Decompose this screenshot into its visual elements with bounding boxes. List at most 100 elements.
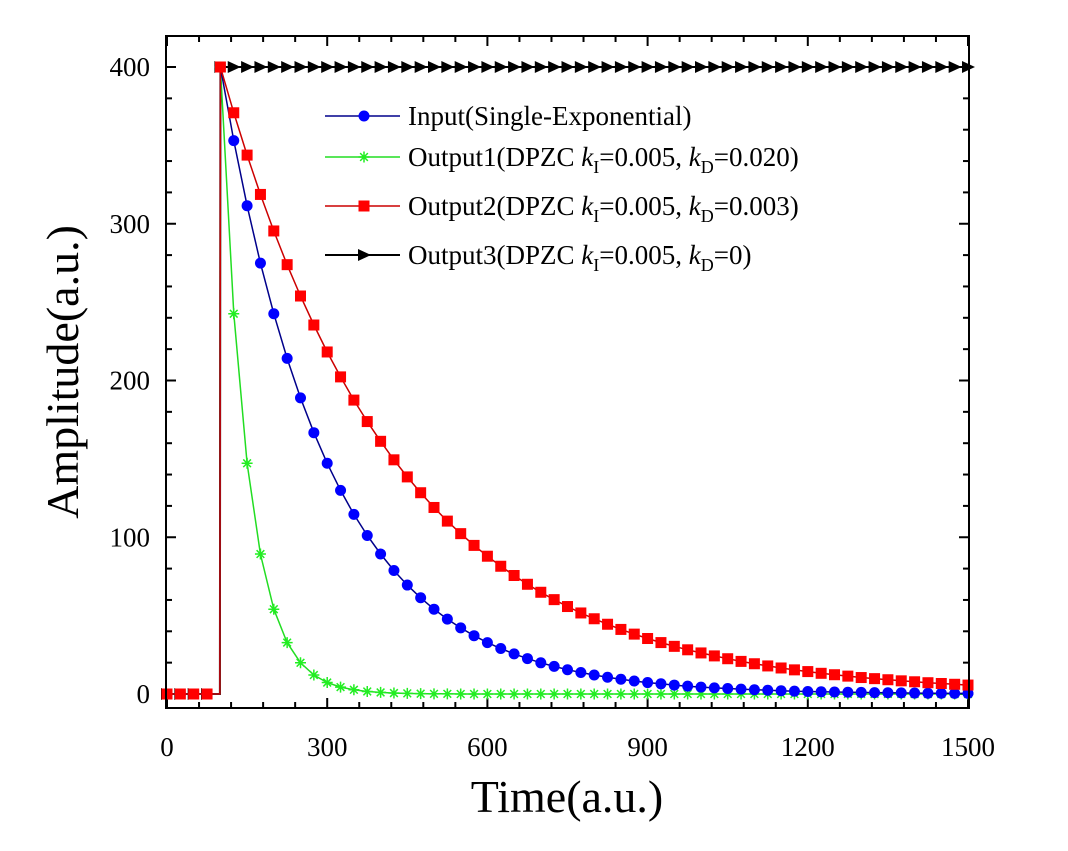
marker-triangle — [428, 61, 441, 73]
marker-square — [535, 586, 547, 598]
legend-k: k — [689, 191, 702, 221]
marker-square — [441, 515, 453, 527]
marker-star — [575, 688, 587, 700]
marker-circle — [762, 684, 774, 696]
marker-square — [455, 528, 467, 540]
legend-label: Input(Single-Exponential) — [408, 101, 691, 131]
marker-circle — [588, 669, 600, 681]
legend-text-part: =0) — [714, 240, 752, 270]
legend-item: Output2(DPZC kI=0.005, kD=0.003) — [325, 191, 799, 226]
marker-star — [535, 688, 547, 700]
marker-circle — [922, 687, 934, 699]
marker-square — [428, 501, 440, 513]
marker-circle — [802, 685, 814, 697]
marker-circle — [602, 671, 614, 683]
marker-triangle — [735, 61, 749, 73]
marker-square — [348, 394, 360, 406]
marker-circle — [775, 685, 787, 697]
marker-triangle — [681, 61, 695, 73]
legend-subscript: I — [593, 206, 599, 226]
marker-triangle — [254, 61, 268, 73]
marker-star — [358, 151, 370, 163]
marker-triangle — [948, 61, 962, 73]
marker-circle — [241, 200, 253, 212]
marker-circle — [228, 135, 240, 147]
marker-square — [895, 675, 907, 687]
marker-circle — [628, 675, 640, 687]
marker-triangle — [935, 61, 949, 73]
marker-star — [428, 688, 440, 700]
marker-square — [708, 650, 720, 662]
marker-triangle — [374, 61, 388, 73]
legend-label: Output1(DPZC kI=0.005, kD=0.020) — [408, 142, 799, 177]
marker-triangle — [775, 61, 789, 73]
marker-circle — [815, 686, 827, 698]
x-axis-title: Time(a.u.) — [471, 771, 664, 822]
marker-circle — [722, 683, 734, 695]
marker-square — [214, 61, 226, 73]
marker-circle — [308, 427, 320, 439]
marker-triangle — [481, 61, 495, 73]
marker-square — [615, 623, 627, 635]
marker-triangle — [695, 61, 708, 73]
marker-square — [358, 200, 370, 212]
legend-subscript: I — [593, 157, 599, 177]
marker-square — [228, 107, 240, 119]
legend-item: Output3(DPZC kI=0.005, kD=0) — [325, 240, 751, 275]
marker-square — [922, 677, 934, 689]
marker-square — [882, 674, 894, 686]
marker-triangle — [761, 61, 775, 73]
marker-circle — [935, 687, 947, 699]
marker-square — [174, 688, 186, 700]
marker-triangle — [508, 61, 522, 73]
marker-circle — [388, 564, 400, 576]
marker-circle — [508, 648, 520, 660]
marker-star — [375, 686, 387, 698]
marker-triangle — [307, 61, 321, 73]
legend-text-part: =0.005, — [599, 142, 688, 172]
marker-circle — [455, 622, 467, 634]
legend-k: k — [689, 240, 702, 270]
marker-star — [682, 688, 694, 700]
series-output3 — [161, 61, 975, 700]
series-layer — [161, 61, 975, 700]
marker-triangle — [855, 61, 869, 73]
marker-triangle — [908, 61, 922, 73]
marker-square — [562, 601, 573, 613]
marker-square — [268, 225, 280, 237]
marker-square — [775, 662, 787, 674]
legend-text-part: =0.003) — [714, 191, 799, 221]
legend-text-part: =0.020) — [714, 142, 799, 172]
marker-triangle — [654, 61, 668, 73]
marker-circle — [495, 643, 507, 655]
marker-circle — [668, 679, 680, 691]
legend-text-part: Output3(DPZC — [408, 240, 581, 270]
marker-circle — [348, 508, 360, 520]
marker-triangle — [281, 61, 295, 73]
marker-square — [401, 471, 413, 483]
marker-circle — [441, 613, 453, 625]
marker-square — [415, 487, 427, 499]
marker-triangle — [868, 61, 882, 73]
legend-k: k — [689, 142, 702, 172]
marker-circle — [949, 687, 961, 699]
marker-star — [628, 688, 640, 700]
marker-square — [201, 688, 213, 700]
tick-labels: 0 300 600 900 1200 1500 0 100 200 300 400 — [110, 52, 996, 762]
marker-triangle — [841, 61, 855, 73]
legend-subscript: D — [701, 206, 714, 226]
marker-star — [441, 688, 453, 700]
marker-circle — [695, 681, 707, 693]
marker-square — [508, 569, 520, 581]
marker-square — [575, 607, 587, 619]
legend-text-part: =0.005, — [599, 191, 688, 221]
marker-triangle — [361, 61, 375, 73]
marker-circle — [788, 685, 800, 697]
marker-circle — [375, 548, 387, 560]
marker-square — [695, 647, 707, 659]
marker-triangle — [828, 61, 842, 73]
marker-circle — [335, 484, 347, 496]
marker-star — [348, 684, 360, 696]
legend-text-part: Input(Single-Exponential) — [408, 101, 691, 131]
